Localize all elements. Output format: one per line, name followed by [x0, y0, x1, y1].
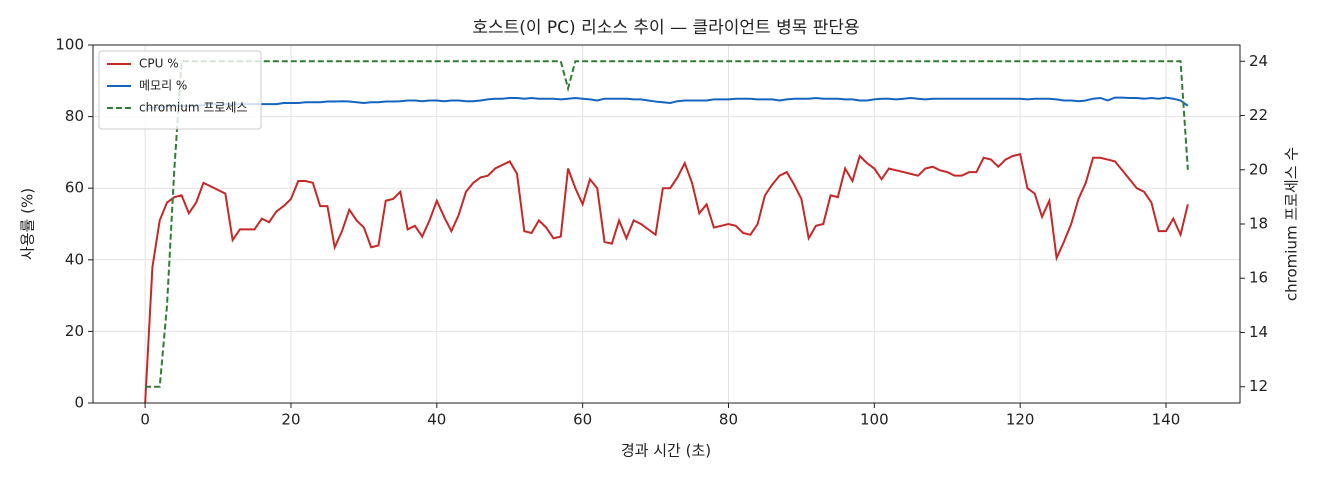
y-tick-label: 60 — [65, 179, 84, 197]
y2-tick-label: 12 — [1249, 377, 1268, 395]
x-tick-label: 60 — [573, 411, 592, 429]
y2-tick-label: 22 — [1249, 106, 1268, 124]
legend-label: chromium 프로세스 — [139, 101, 248, 115]
x-tick-label: 140 — [1152, 411, 1181, 429]
y-tick-label: 0 — [74, 394, 84, 412]
y2-axis-label: chromium 프로세스 수 — [1283, 147, 1301, 301]
x-tick-label: 80 — [719, 411, 738, 429]
y2-tick-label: 18 — [1249, 215, 1268, 233]
series-line — [144, 152, 1189, 404]
x-axis-label: 경과 시간 (초) — [621, 442, 711, 460]
y-axis-label: 사용률 (%) — [19, 188, 37, 260]
x-tick-label: 120 — [1006, 411, 1035, 429]
y2-tick-label: 24 — [1249, 52, 1268, 70]
x-tick-label: 20 — [281, 411, 300, 429]
y-tick-label: 40 — [65, 250, 84, 268]
y2-tick-label: 16 — [1249, 269, 1268, 287]
x-tick-label: 100 — [860, 411, 889, 429]
chart-title: 호스트(이 PC) 리소스 추이 — 클라이언트 병목 판단용 — [472, 18, 859, 38]
x-tick-label: 0 — [140, 411, 150, 429]
y-tick-label: 20 — [65, 322, 84, 340]
x-tick-label: 40 — [427, 411, 446, 429]
legend-label: CPU % — [139, 57, 179, 71]
plot-frame — [92, 44, 1241, 404]
y-tick-label: 100 — [55, 36, 84, 54]
series-line — [144, 96, 1189, 111]
y2-tick-label: 14 — [1249, 323, 1268, 341]
series-line — [145, 60, 1189, 388]
legend-box — [98, 50, 262, 130]
y2-tick-label: 20 — [1249, 160, 1268, 178]
y-tick-label: 80 — [65, 107, 84, 125]
legend-label: 메모리 % — [139, 79, 187, 93]
